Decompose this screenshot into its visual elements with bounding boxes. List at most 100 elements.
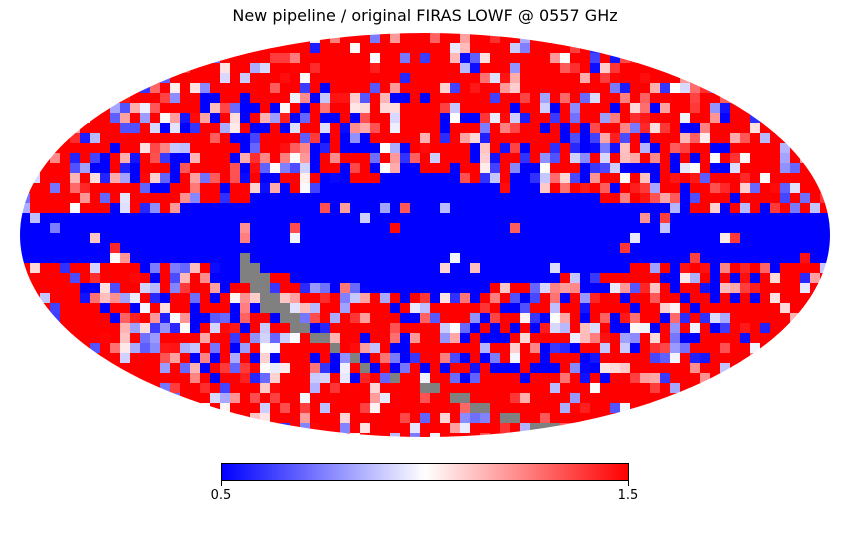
map-pixel xyxy=(290,133,301,144)
map-pixel xyxy=(180,173,191,184)
map-pixel xyxy=(150,113,161,124)
map-pixel xyxy=(540,83,551,94)
map-pixel xyxy=(390,123,401,134)
map-pixel xyxy=(260,83,271,94)
map-pixel xyxy=(170,103,181,114)
map-pixel xyxy=(550,233,561,244)
map-pixel xyxy=(470,93,481,104)
map-pixel xyxy=(150,183,161,194)
map-pixel xyxy=(760,113,771,124)
map-pixel xyxy=(670,93,681,104)
map-pixel xyxy=(210,143,221,154)
map-pixel xyxy=(80,133,91,144)
map-pixel xyxy=(30,213,41,224)
map-pixel xyxy=(240,223,251,234)
map-pixel xyxy=(550,163,561,174)
map-pixel xyxy=(820,263,830,274)
map-pixel xyxy=(770,203,781,214)
map-pixel xyxy=(610,293,621,304)
map-pixel xyxy=(550,423,561,434)
map-pixel xyxy=(170,163,181,174)
map-pixel xyxy=(640,263,651,274)
map-pixel xyxy=(650,113,661,124)
map-pixel xyxy=(560,103,571,114)
map-pixel xyxy=(330,233,341,244)
map-pixel xyxy=(210,113,221,124)
map-pixel xyxy=(430,53,441,64)
map-pixel xyxy=(270,323,281,334)
map-pixel xyxy=(330,93,341,104)
map-pixel xyxy=(560,43,571,54)
map-pixel xyxy=(640,323,651,334)
map-pixel xyxy=(100,133,111,144)
map-pixel xyxy=(670,103,681,114)
map-pixel xyxy=(410,43,421,54)
map-pixel xyxy=(480,243,491,254)
map-pixel xyxy=(270,233,281,244)
map-pixel xyxy=(700,193,711,204)
map-pixel xyxy=(280,63,291,74)
map-pixel xyxy=(250,393,261,404)
map-pixel xyxy=(540,413,551,424)
map-pixel xyxy=(400,283,411,294)
map-pixel xyxy=(380,123,391,134)
map-pixel xyxy=(80,153,91,164)
map-pixel xyxy=(750,173,761,184)
map-pixel xyxy=(320,213,331,224)
map-pixel xyxy=(360,423,371,434)
map-pixel xyxy=(550,123,561,134)
map-pixel xyxy=(450,193,461,204)
map-pixel xyxy=(580,283,591,294)
map-pixel xyxy=(600,73,611,84)
map-pixel xyxy=(220,233,231,244)
map-pixel xyxy=(140,223,151,234)
map-pixel xyxy=(330,393,341,404)
map-pixel xyxy=(410,343,421,354)
map-pixel xyxy=(600,293,611,304)
map-pixel xyxy=(620,243,631,254)
map-pixel xyxy=(480,103,491,114)
map-pixel xyxy=(580,413,591,424)
map-pixel xyxy=(310,283,321,294)
map-pixel xyxy=(500,413,511,424)
map-pixel xyxy=(250,403,261,414)
map-pixel xyxy=(410,153,421,164)
map-pixel xyxy=(360,223,371,234)
map-pixel xyxy=(540,273,551,284)
map-pixel xyxy=(670,353,681,364)
map-pixel xyxy=(290,343,301,354)
map-pixel xyxy=(340,43,351,54)
map-pixel xyxy=(130,203,141,214)
map-pixel xyxy=(260,93,271,104)
map-pixel xyxy=(590,383,601,394)
map-pixel xyxy=(710,243,721,254)
map-pixel xyxy=(400,83,411,94)
map-pixel xyxy=(380,283,391,294)
map-pixel xyxy=(260,403,271,414)
map-pixel xyxy=(140,253,151,264)
map-pixel xyxy=(670,273,681,284)
map-pixel xyxy=(690,313,701,324)
map-pixel xyxy=(570,93,581,104)
map-pixel xyxy=(450,103,461,114)
map-pixel xyxy=(80,123,91,134)
map-pixel xyxy=(300,133,311,144)
map-pixel xyxy=(110,103,121,114)
map-pixel xyxy=(190,183,201,194)
map-pixel xyxy=(30,293,41,304)
map-pixel xyxy=(450,233,461,244)
map-pixel xyxy=(430,223,441,234)
map-pixel xyxy=(400,413,411,424)
map-pixel xyxy=(610,373,621,384)
map-pixel xyxy=(370,363,381,374)
map-pixel xyxy=(370,153,381,164)
map-pixel xyxy=(630,243,641,254)
map-pixel xyxy=(520,233,531,244)
map-pixel xyxy=(690,343,701,354)
map-pixel xyxy=(100,303,111,314)
map-pixel xyxy=(680,233,691,244)
map-pixel xyxy=(210,183,221,194)
map-pixel xyxy=(80,253,91,264)
map-pixel xyxy=(690,293,701,304)
map-pixel xyxy=(810,173,821,184)
